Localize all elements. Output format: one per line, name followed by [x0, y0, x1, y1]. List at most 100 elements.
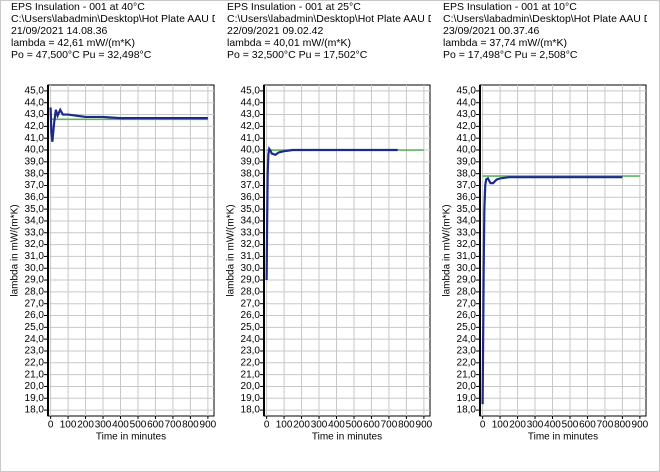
y-tick-label: 37,0 — [25, 180, 45, 191]
y-axis-label: lambda in mW/(m*K) — [10, 204, 21, 296]
header-line: lambda = 42,61 mW/(m*K) — [11, 37, 135, 49]
y-tick-label: 24,0 — [241, 334, 261, 345]
y-tick-label: 23,0 — [241, 346, 261, 357]
y-tick-label: 22,0 — [457, 357, 477, 368]
x-tick-label: 400 — [544, 420, 561, 431]
y-tick-label: 37,0 — [241, 180, 261, 191]
y-tick-label: 40,0 — [25, 145, 45, 156]
y-tick-label: 41,0 — [457, 133, 477, 144]
chart: EPS Insulation - 001 at 40°CC:\Users\lab… — [10, 1, 217, 443]
y-tick-label: 32,0 — [241, 239, 261, 250]
y-tick-label: 40,0 — [457, 145, 477, 156]
x-axis-label: Time in minutes — [96, 432, 166, 443]
header: EPS Insulation - 001 at 10°CC:\Users\lab… — [443, 1, 647, 61]
y-tick-label: 37,0 — [457, 180, 477, 191]
x-tick-label: 500 — [346, 420, 363, 431]
x-tick-label: 800 — [614, 420, 631, 431]
x-tick-label: 700 — [597, 420, 614, 431]
x-tick-label: 300 — [527, 420, 544, 431]
y-tick-label: 19,0 — [25, 393, 45, 404]
header-line: lambda = 37,74 mW/(m*K) — [443, 37, 567, 49]
y-tick-label: 29,0 — [241, 275, 261, 286]
y-tick-label: 41,0 — [241, 133, 261, 144]
x-tick-label: 200 — [293, 420, 310, 431]
y-tick-label: 27,0 — [241, 298, 261, 309]
header: EPS Insulation - 001 at 40°CC:\Users\lab… — [11, 1, 215, 61]
x-tick-label: 800 — [182, 420, 199, 431]
x-tick-label: 700 — [381, 420, 398, 431]
y-tick-label: 28,0 — [25, 287, 45, 298]
y-tick-label: 18,0 — [241, 405, 261, 416]
y-tick-label: 39,0 — [241, 156, 261, 167]
y-axis-label: lambda in mW/(m*K) — [226, 204, 237, 296]
plot-area — [479, 84, 647, 417]
series-line — [265, 146, 398, 281]
y-tick-label: 27,0 — [25, 298, 45, 309]
x-tick-label: 500 — [130, 420, 147, 431]
chart-title: EPS Insulation - 001 at 10°C — [443, 1, 577, 13]
plot-area — [47, 84, 215, 417]
y-tick-label: 25,0 — [457, 322, 477, 333]
y-tick-label: 45,0 — [25, 86, 45, 97]
y-tick-label: 42,0 — [241, 121, 261, 132]
header-line: C:\Users\labadmin\Desktop\Hot Plate AAU … — [227, 13, 456, 25]
y-tick-label: 43,0 — [25, 109, 45, 120]
y-tick-label: 21,0 — [457, 369, 477, 380]
x-tick-label: 600 — [363, 420, 380, 431]
x-tick-label: 900 — [632, 420, 649, 431]
y-tick-label: 23,0 — [457, 346, 477, 357]
y-tick-label: 20,0 — [241, 381, 261, 392]
y-tick-label: 32,0 — [457, 239, 477, 250]
x-tick-label: 600 — [579, 420, 596, 431]
x-tick-label: 300 — [311, 420, 328, 431]
x-tick-label: 700 — [165, 420, 182, 431]
y-tick-label: 36,0 — [457, 192, 477, 203]
y-tick-label: 32,0 — [25, 239, 45, 250]
x-tick-label: 200 — [77, 420, 94, 431]
y-tick-label: 27,0 — [457, 298, 477, 309]
y-tick-label: 33,0 — [457, 227, 477, 238]
y-tick-label: 40,0 — [241, 145, 261, 156]
x-tick-label: 0 — [264, 420, 270, 431]
y-tick-label: 39,0 — [457, 156, 477, 167]
y-tick-label: 45,0 — [457, 86, 477, 97]
y-tick-label: 23,0 — [25, 346, 45, 357]
y-tick-label: 31,0 — [457, 251, 477, 262]
y-tick-label: 21,0 — [25, 369, 45, 380]
y-tick-label: 35,0 — [241, 204, 261, 215]
header-line: 23/09/2021 00.37.46 — [443, 25, 540, 37]
y-tick-label: 26,0 — [457, 310, 477, 321]
y-tick-label: 33,0 — [241, 227, 261, 238]
y-tick-label: 18,0 — [25, 405, 45, 416]
y-tick-label: 35,0 — [25, 204, 45, 215]
chart: EPS Insulation - 001 at 10°CC:\Users\lab… — [442, 1, 649, 443]
header-line: Po = 47,500°C Pu = 32,498°C — [11, 49, 152, 61]
y-tick-label: 20,0 — [25, 381, 45, 392]
header-line: Po = 17,498°C Pu = 2,508°C — [443, 49, 578, 61]
y-tick-label: 24,0 — [25, 334, 45, 345]
x-tick-label: 100 — [60, 420, 77, 431]
x-tick-label: 600 — [147, 420, 164, 431]
x-tick-label: 800 — [398, 420, 415, 431]
y-tick-label: 44,0 — [241, 97, 261, 108]
y-tick-label: 22,0 — [25, 357, 45, 368]
y-tick-label: 19,0 — [457, 393, 477, 404]
y-tick-label: 34,0 — [457, 216, 477, 227]
y-tick-label: 18,0 — [457, 405, 477, 416]
chart: EPS Insulation - 001 at 25°CC:\Users\lab… — [226, 1, 456, 443]
x-tick-label: 200 — [509, 420, 526, 431]
y-tick-label: 42,0 — [457, 121, 477, 132]
y-tick-label: 45,0 — [241, 86, 261, 97]
y-axis-label: lambda in mW/(m*K) — [442, 204, 453, 296]
y-tick-label: 44,0 — [457, 97, 477, 108]
plot-area — [263, 84, 431, 417]
y-tick-label: 29,0 — [25, 275, 45, 286]
y-tick-label: 33,0 — [25, 227, 45, 238]
y-tick-label: 38,0 — [457, 168, 477, 179]
x-axis-label: Time in minutes — [528, 432, 598, 443]
x-axis-label: Time in minutes — [312, 432, 382, 443]
chart-title: EPS Insulation - 001 at 40°C — [11, 1, 145, 13]
y-tick-label: 39,0 — [25, 156, 45, 167]
